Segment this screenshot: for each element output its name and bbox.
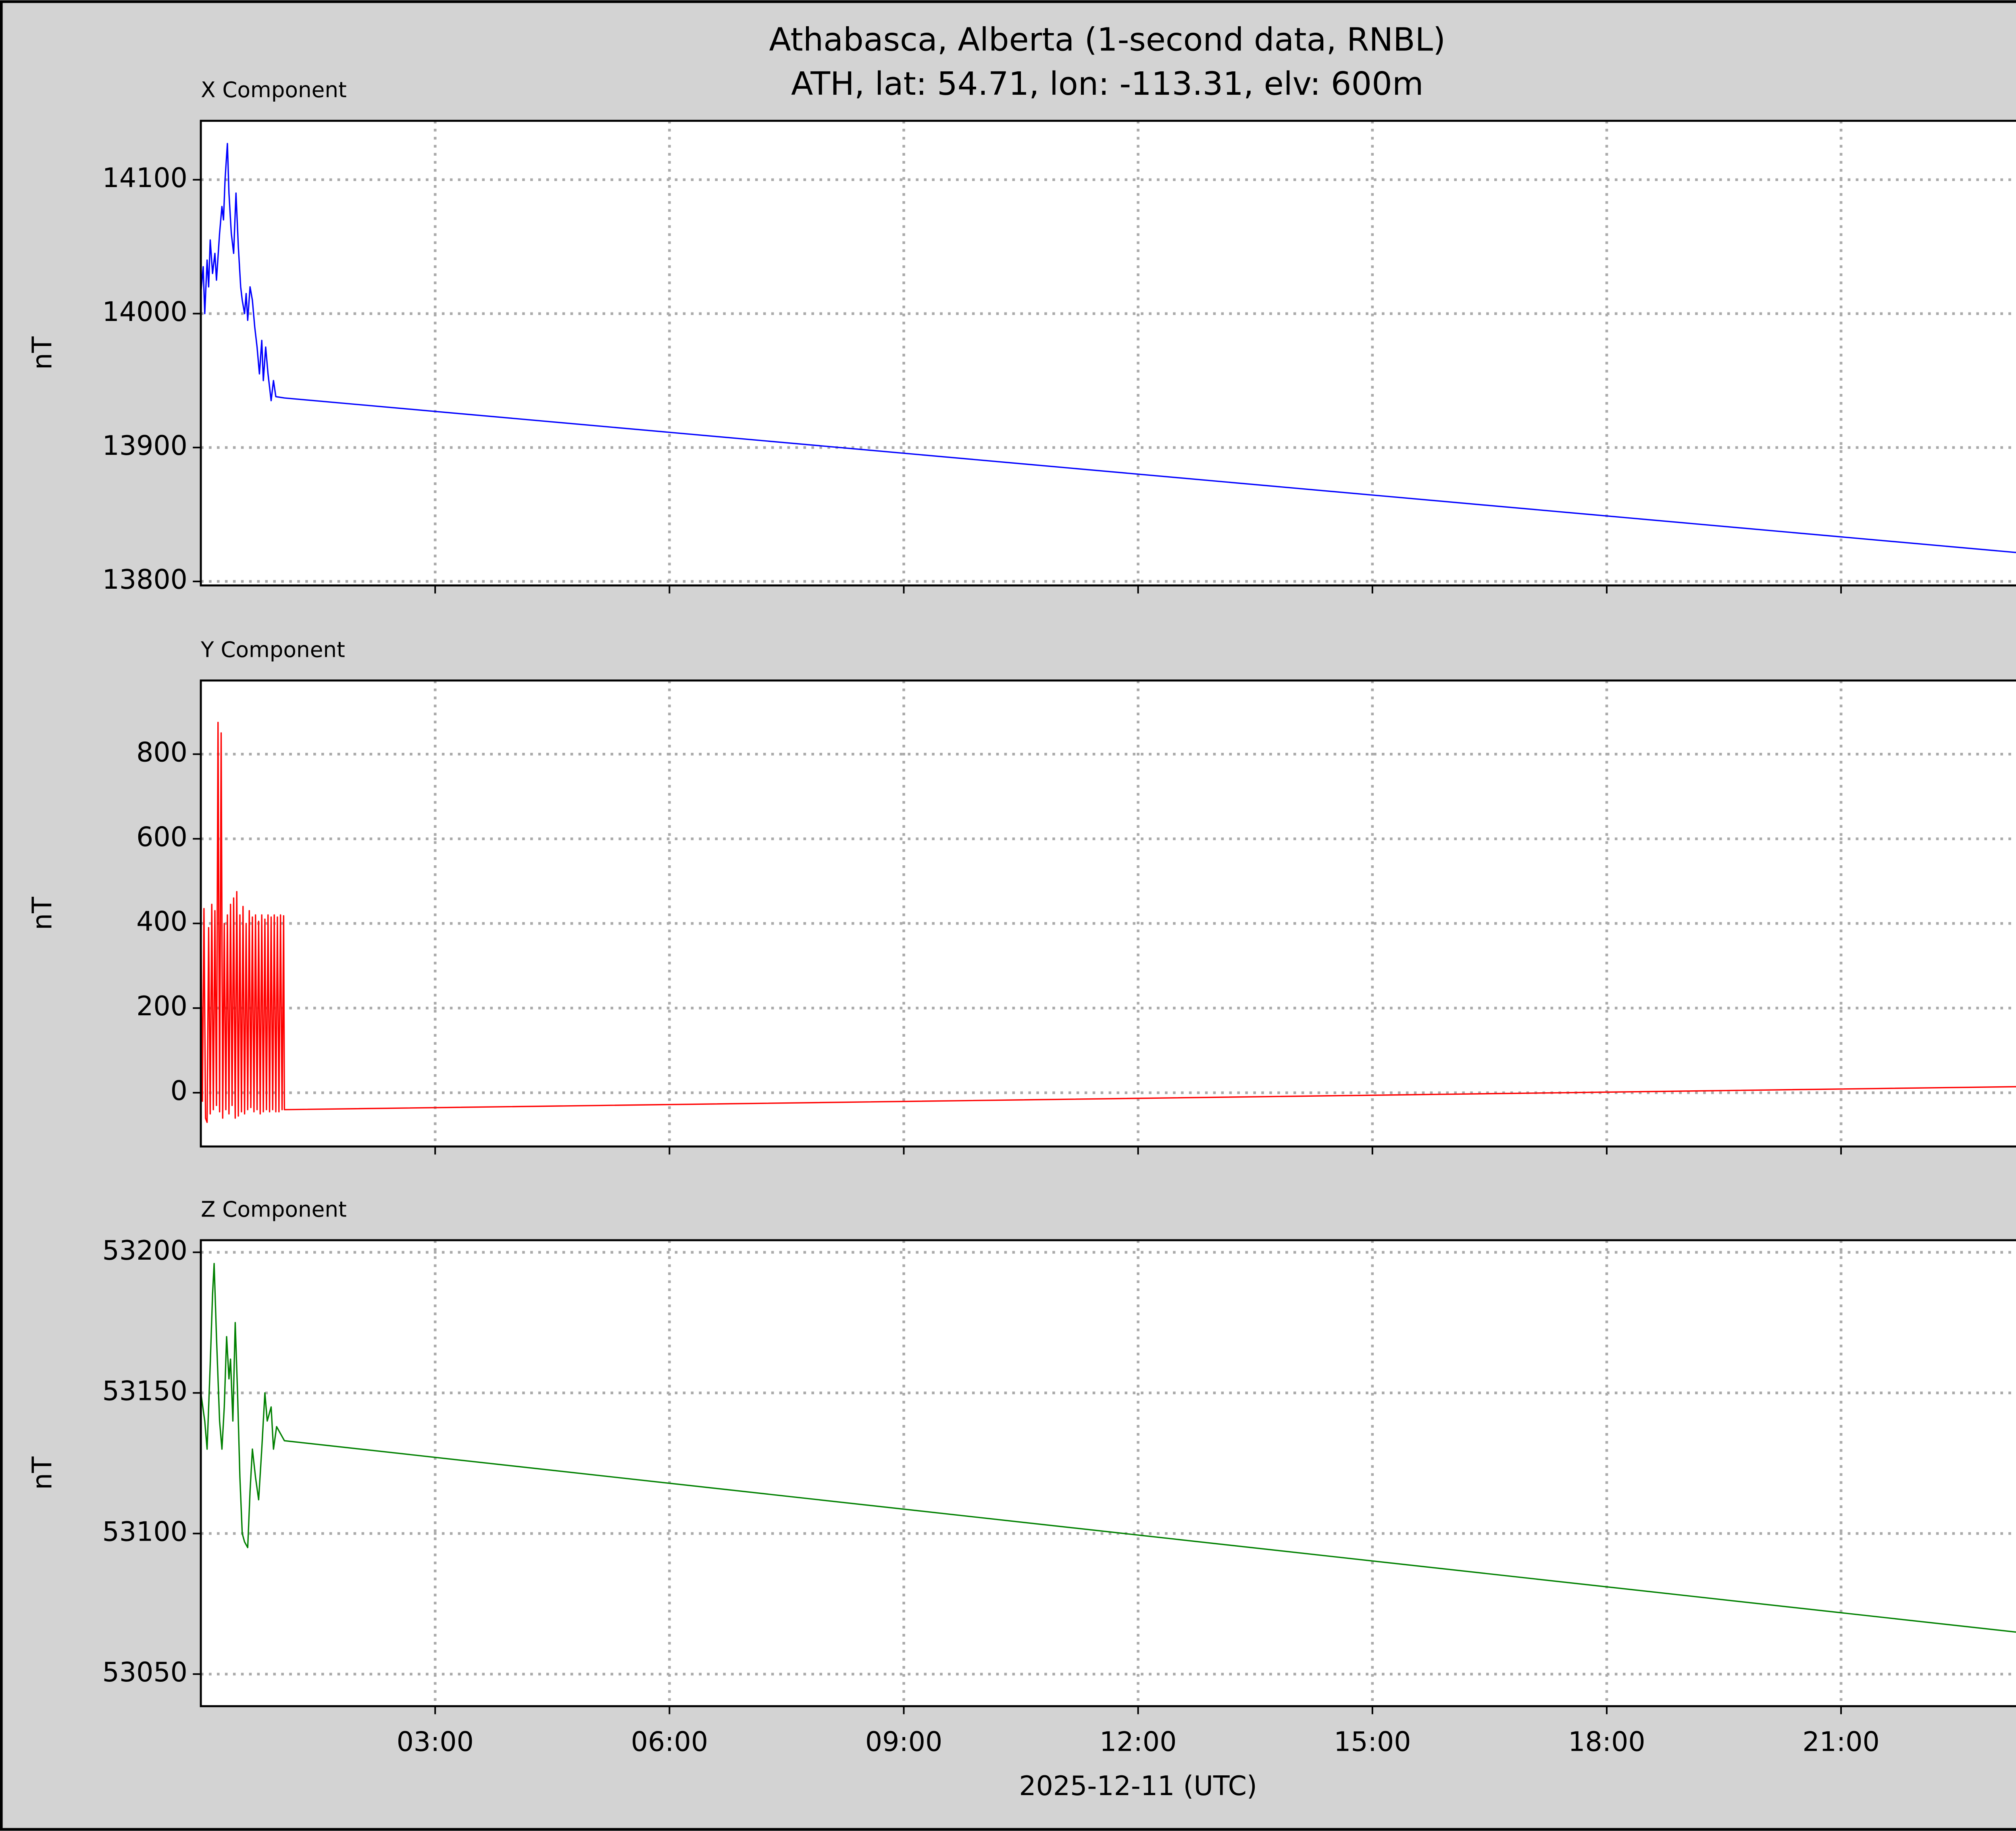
x-tick-label: 15:00	[1334, 1726, 1411, 1757]
y-tick-label: 53150	[102, 1375, 187, 1407]
plot-frame	[200, 679, 2016, 1148]
x-tick-label: 18:00	[1568, 1726, 1645, 1757]
y-tick-label: 200	[136, 990, 187, 1022]
y-tick-label: 0	[171, 1075, 187, 1106]
plot-area	[201, 1240, 2016, 1706]
y-tick-label: 53100	[102, 1516, 187, 1547]
y-tick-label: 13800	[102, 564, 187, 595]
plot-frame	[200, 120, 2016, 587]
y-axis-label: nT	[27, 336, 58, 370]
y-tick-label: 400	[136, 906, 187, 937]
y-tick-label: 53050	[102, 1656, 187, 1688]
data-line	[200, 1263, 2016, 1633]
panel-title: X Component	[201, 77, 347, 102]
figure-subtitle: ATH, lat: 54.71, lon: -113.31, elv: 600m	[791, 65, 1423, 102]
panel-title: Y Component	[200, 637, 345, 662]
y-axis-label: nT	[27, 1456, 58, 1490]
y-tick-label: 14000	[102, 296, 187, 327]
figure-title: Athabasca, Alberta (1-second data, RNBL)	[769, 21, 1445, 58]
data-line	[200, 721, 2016, 1123]
data-line	[200, 143, 2016, 553]
x-tick-label: 09:00	[865, 1726, 942, 1757]
plot-frame	[200, 1239, 2016, 1707]
plot-area	[201, 680, 2016, 1147]
x-axis-label: 2025-12-11 (UTC)	[1019, 1770, 1257, 1802]
y-tick-label: 53200	[102, 1235, 187, 1266]
x-tick-label: 03:00	[397, 1726, 474, 1757]
y-axis-label: nT	[27, 897, 58, 930]
panel-title: Z Component	[201, 1197, 347, 1222]
x-tick-label: 21:00	[1802, 1726, 1879, 1757]
y-tick-label: 600	[136, 821, 187, 852]
y-tick-label: 14100	[102, 162, 187, 194]
y-tick-label: 800	[136, 736, 187, 768]
plot-area	[201, 121, 2016, 585]
y-tick-label: 13900	[102, 430, 187, 461]
x-tick-label: 06:00	[631, 1726, 708, 1757]
x-tick-label: 12:00	[1100, 1726, 1177, 1757]
